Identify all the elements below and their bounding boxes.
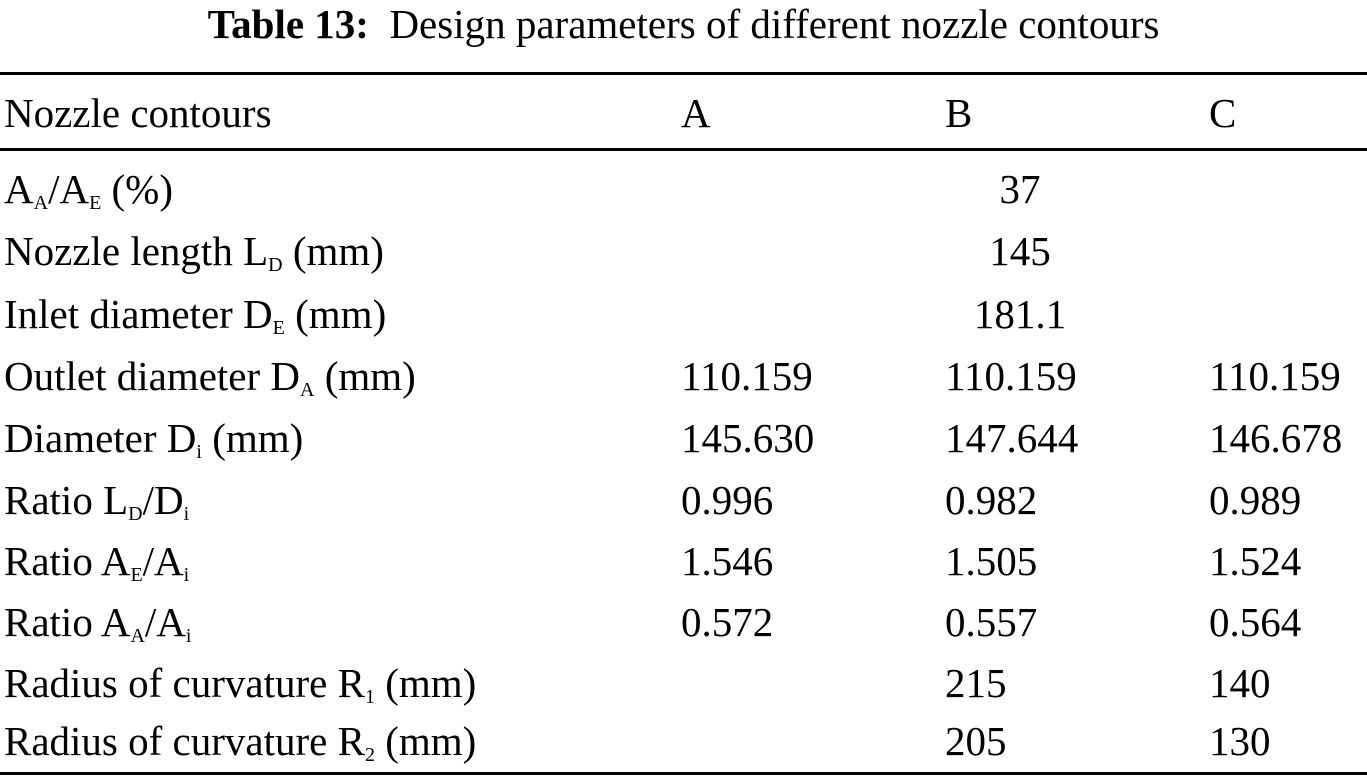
table-row: Radius of curvature R2 (mm) 205 130 [0,710,1367,772]
header-rule [0,148,1367,151]
row-label: Nozzle length LD (mm) [4,228,384,276]
bottom-rule [0,772,1367,775]
table-row: Radius of curvature R1 (mm) 215 140 [0,652,1367,714]
value-a: 1.546 [681,538,774,584]
row-label: Outlet diameter DA (mm) [4,353,416,401]
table-row: AA/AE (%) 37 [0,158,1367,220]
header-col-a: A [681,90,711,136]
value-b: 0.982 [945,477,1038,523]
row-label: Inlet diameter DE (mm) [4,291,387,339]
header-label: Nozzle contours [4,90,272,136]
row-label: AA/AE (%) [4,166,173,214]
value-c: 110.159 [1209,353,1341,399]
table-row: Nozzle length LD (mm) 145 [0,220,1367,282]
value-c: 140 [1209,660,1271,706]
row-label: Diameter Di (mm) [4,415,304,463]
value-b: 147.644 [945,415,1079,461]
value-a: 0.996 [681,477,774,523]
value-a: 0.572 [681,599,774,645]
row-label: Ratio AE/Ai [4,538,190,586]
value-c: 130 [1209,718,1271,764]
row-label: Radius of curvature R2 (mm) [4,718,477,766]
table-row: Ratio AE/Ai 1.546 1.505 1.524 [0,530,1367,592]
table-row: Outlet diameter DA (mm) 110.159 110.159 … [0,345,1367,407]
value-c: 1.524 [1209,538,1302,584]
top-rule [0,72,1367,75]
value-b: 215 [945,660,1007,706]
header-col-b: B [945,90,973,136]
table-caption: Table 13: Design parameters of different… [0,2,1367,46]
value-c: 0.989 [1209,477,1302,523]
value-b: 110.159 [945,353,1077,399]
table-row: Ratio LD/Di 0.996 0.982 0.989 [0,469,1367,531]
row-label: Radius of curvature R1 (mm) [4,660,477,708]
table-row: Ratio AA/Ai 0.572 0.557 0.564 [0,591,1367,653]
value-b: 1.505 [945,538,1038,584]
header-col-c: C [1209,90,1237,136]
merged-value: 181.1 [973,291,1067,337]
caption-label: Table 13: [207,1,369,47]
merged-value: 145 [989,228,1051,274]
merged-value: 37 [999,166,1041,212]
table-row: Diameter Di (mm) 145.630 147.644 146.678 [0,407,1367,469]
value-b: 205 [945,718,1007,764]
value-a: 145.630 [681,415,815,461]
value-c: 0.564 [1209,599,1302,645]
value-b: 0.557 [945,599,1038,645]
value-c: 146.678 [1209,415,1343,461]
row-label: Ratio AA/Ai [4,599,192,647]
row-label: Ratio LD/Di [4,477,190,525]
caption-title: Design parameters of different nozzle co… [389,1,1160,47]
header-row: Nozzle contours A B C [0,82,1367,144]
table-row: Inlet diameter DE (mm) 181.1 [0,283,1367,345]
value-a: 110.159 [681,353,813,399]
